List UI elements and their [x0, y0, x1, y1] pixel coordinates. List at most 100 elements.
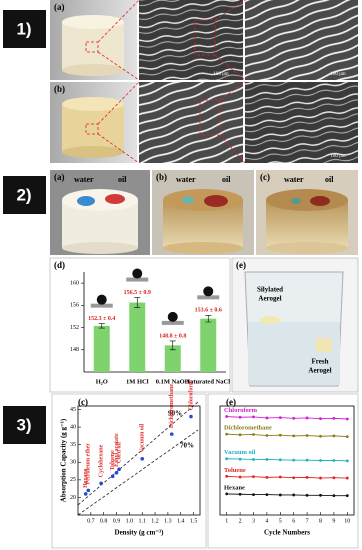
marker [332, 416, 336, 420]
panel-label: (e) [226, 397, 236, 407]
photo-label: oil [222, 175, 231, 184]
value-label: 148.8 ± 0.8 [159, 333, 186, 339]
marker [225, 415, 229, 418]
photo-2b [152, 170, 254, 255]
point-label: Dichloromethane [169, 384, 175, 429]
marker [305, 475, 309, 479]
point-label: Hexane [83, 468, 89, 488]
marker [265, 458, 269, 461]
x-axis-label: Cycle Numbers [264, 529, 310, 537]
y-tick-label: 35 [70, 442, 76, 448]
x-tick-label: 1 [225, 518, 228, 524]
droplet-base [90, 303, 113, 308]
value-label: 153.6 ± 0.6 [195, 308, 222, 314]
line [226, 458, 348, 462]
x-tick-label: 4 [265, 518, 268, 524]
scale-bar: 100 μm [330, 154, 345, 159]
value-label: 152.3 ± 0.4 [88, 316, 115, 322]
y-tick-label: 25 [70, 477, 76, 483]
droplet [167, 311, 178, 322]
x-tick-label: 1.5 [190, 518, 198, 524]
marker [252, 433, 255, 436]
point [169, 432, 174, 436]
panel-label: (a) [54, 172, 65, 182]
panel-label: (b) [156, 172, 167, 182]
marker [305, 458, 309, 462]
marker [292, 493, 296, 497]
y-tick-label: 160 [70, 280, 79, 286]
y-tick-label: 40 [70, 424, 76, 430]
marker [265, 493, 269, 497]
panel-label: (d) [54, 260, 65, 270]
marker [278, 493, 282, 497]
photo-b [50, 82, 137, 163]
marker [292, 458, 296, 462]
beaker-label: Aerogel [258, 295, 281, 303]
marker [238, 433, 242, 437]
marker [319, 417, 322, 421]
beaker-photo [231, 257, 359, 393]
scale-bar: 100 μm [330, 72, 345, 77]
point-label: Ethyl acetate [114, 433, 120, 467]
marker [345, 435, 349, 438]
error-bar [134, 297, 141, 308]
section-label-2: 2) [3, 176, 46, 214]
y-tick-label: 20 [70, 495, 76, 501]
marker [252, 475, 255, 479]
x-tick-label: 1.2 [151, 518, 159, 524]
beaker-label: Aerogel [308, 367, 331, 375]
fit-label: 90% [168, 410, 182, 418]
section-label-text: 1) [16, 19, 31, 38]
marker [345, 494, 349, 498]
marker [332, 476, 336, 480]
y-tick-label: 148 [70, 347, 79, 353]
point-label: Cyclohexane [98, 444, 104, 477]
value-label: 156.5 ± 0.9 [124, 290, 151, 296]
droplet-base [161, 320, 184, 325]
plot-frame [219, 405, 355, 516]
x-tick-label: 1M HCl [126, 378, 149, 385]
section-label-1: 1) [3, 10, 46, 48]
y-tick-label: 45 [70, 407, 76, 413]
x-axis-label: Density (g cm⁻³) [115, 529, 165, 537]
point-label: Petroleum ether [86, 443, 92, 485]
sem-image [245, 82, 358, 163]
error-bar [98, 323, 105, 329]
point [86, 488, 91, 493]
panel-label: (b) [54, 84, 65, 94]
beaker-label: Silylated [257, 286, 283, 294]
x-tick-label: 10 [344, 518, 350, 524]
plot-frame [77, 405, 201, 516]
x-tick-label: Saturated NaCl [186, 378, 230, 385]
marker [252, 458, 255, 461]
point [114, 471, 119, 475]
marker [319, 459, 322, 462]
marker [238, 492, 242, 496]
marker [225, 432, 229, 436]
panel-frame [51, 393, 207, 549]
marker [332, 494, 336, 498]
point-label: Toluene [110, 450, 116, 470]
point [117, 467, 121, 472]
point [110, 474, 115, 479]
sem-image [139, 0, 243, 80]
bar [164, 345, 181, 372]
series-label: Toluene [224, 467, 246, 474]
marker [292, 416, 296, 420]
marker [278, 475, 282, 479]
marker [278, 458, 282, 462]
marker [225, 457, 229, 461]
x-tick-label: H₂O [96, 378, 108, 385]
section-label-3: 3) [3, 406, 46, 444]
x-tick-label: 6 [292, 518, 295, 524]
point-label: Vacuum oil [140, 423, 146, 452]
marker [265, 416, 269, 420]
marker [345, 459, 349, 463]
x-tick-label: 7 [306, 518, 309, 524]
marker [305, 416, 309, 420]
y-axis-label: Absorption Capacity (g g⁻¹) [60, 418, 68, 502]
sem-image [139, 82, 243, 163]
scale-bar: 100 μm [213, 72, 228, 77]
photo-label: oil [325, 175, 334, 184]
